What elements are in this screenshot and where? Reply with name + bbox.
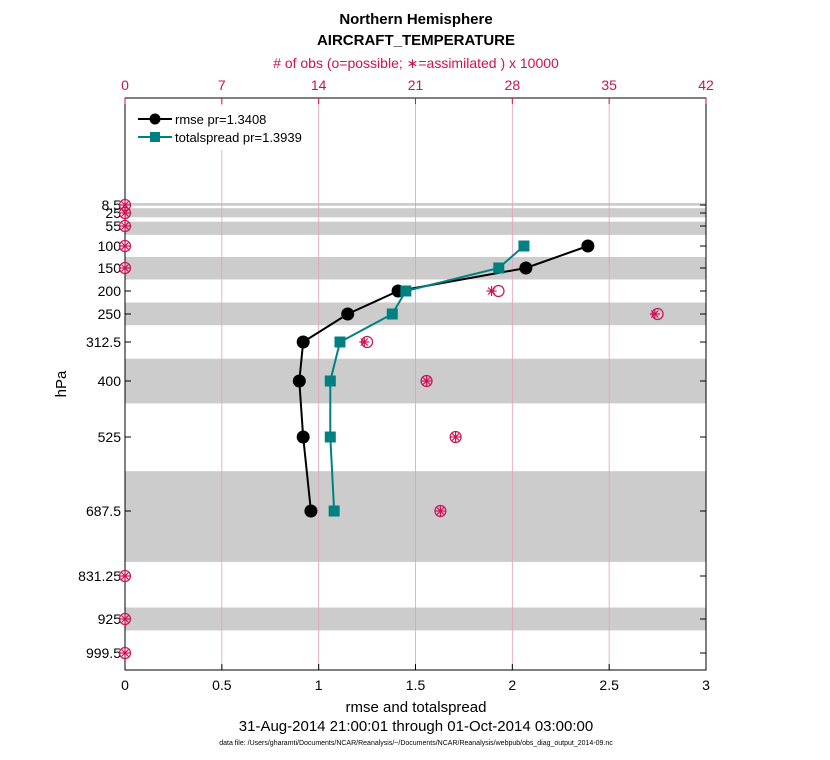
series-0-point-5 bbox=[292, 374, 306, 388]
series-lines bbox=[292, 239, 595, 518]
x-tick-label-4: 2 bbox=[508, 677, 516, 693]
y-tick-label-1: 25 bbox=[105, 205, 121, 221]
top-axis-label: # of obs (o=possible; ∗=assimilated ) x … bbox=[273, 55, 559, 71]
series-0-point-3 bbox=[341, 307, 355, 321]
obs-possible-12 bbox=[118, 612, 132, 626]
top-tick-label-3: 21 bbox=[408, 77, 424, 93]
x-tick-label-2: 1 bbox=[315, 677, 323, 693]
top-tick-label-6: 42 bbox=[698, 77, 714, 93]
y-tick-label-10: 687.5 bbox=[86, 503, 121, 519]
x-axis-label: rmse and totalspread bbox=[346, 699, 487, 716]
chart-title-line1: Northern Hemisphere bbox=[339, 11, 492, 28]
obs-assimilated-5 bbox=[486, 286, 497, 296]
obs-possible-8 bbox=[420, 374, 433, 388]
y-tick-label-13: 999.5 bbox=[86, 645, 121, 661]
series-0-point-4 bbox=[296, 335, 310, 349]
series-1-point-7 bbox=[328, 505, 340, 517]
series-line-1 bbox=[329, 245, 525, 512]
y-tick-label-0: 8.5 bbox=[102, 197, 122, 213]
obs-assimilated-10 bbox=[435, 506, 446, 516]
top-tick-label-1: 7 bbox=[218, 77, 226, 93]
x-tick-label-0: 0 bbox=[121, 677, 129, 693]
top-tick-label-2: 14 bbox=[311, 77, 327, 93]
x-tick-label-1: 0.5 bbox=[212, 677, 232, 693]
obs-assimilated-11 bbox=[120, 571, 130, 581]
y-tick-label-6: 250 bbox=[98, 306, 122, 322]
legend-spread-label: totalspread pr=1.3939 bbox=[175, 130, 302, 145]
y-tick-label-4: 150 bbox=[98, 260, 122, 276]
series-0-point-6 bbox=[296, 430, 310, 444]
obs-possible-4 bbox=[118, 261, 132, 275]
y-tick-label-8: 400 bbox=[98, 373, 122, 389]
legend-rmse-label: rmse pr=1.3408 bbox=[175, 112, 266, 127]
obs-possible-11 bbox=[118, 569, 132, 583]
x-axis-ticks: 0 0.5 1 1.5 2 2.5 3 bbox=[121, 664, 710, 693]
obs-assimilated-3 bbox=[120, 241, 130, 251]
legend-rmse-marker bbox=[149, 113, 161, 125]
data-file-footnote: data file: /Users/gharamti/Documents/NCA… bbox=[219, 740, 613, 747]
chart-title-line2: AIRCRAFT_TEMPERATURE bbox=[317, 32, 515, 49]
x-tick-label-5: 2.5 bbox=[599, 677, 619, 693]
series-1-point-0 bbox=[518, 240, 530, 252]
y-tick-label-9: 525 bbox=[98, 429, 122, 445]
series-0-point-7 bbox=[304, 504, 318, 518]
series-1-point-1 bbox=[493, 262, 505, 274]
y-tick-label-12: 925 bbox=[98, 611, 122, 627]
y-tick-label-7: 312.5 bbox=[86, 334, 121, 350]
obs-possible-9 bbox=[449, 430, 462, 444]
y-tick-label-2: 55 bbox=[105, 218, 121, 234]
legend-spread-marker bbox=[150, 132, 160, 142]
date-range-label: 31-Aug-2014 21:00:01 through 01-Oct-2014… bbox=[239, 718, 593, 735]
x-tick-label-6: 3 bbox=[702, 677, 710, 693]
obs-assimilated-2 bbox=[120, 221, 130, 231]
y-axis-label: hPa bbox=[53, 370, 70, 397]
x-tick-label-3: 1.5 bbox=[406, 677, 426, 693]
obs-assimilated-13 bbox=[120, 648, 130, 658]
series-1-point-4 bbox=[334, 336, 346, 348]
top-tick-label-0: 0 bbox=[121, 77, 129, 93]
legend-box bbox=[133, 106, 313, 150]
legend: rmse pr=1.3408 totalspread pr=1.3939 bbox=[133, 106, 313, 150]
y-tick-label-11: 831.25 bbox=[78, 568, 121, 584]
obs-possible-13 bbox=[118, 646, 132, 660]
obs-assimilated-1 bbox=[120, 208, 130, 218]
obs-assimilated-7 bbox=[359, 337, 370, 347]
obs-assimilated-6 bbox=[649, 309, 660, 319]
series-0-point-0 bbox=[581, 239, 595, 253]
obs-possible-1 bbox=[118, 206, 132, 220]
top-tick-label-5: 35 bbox=[601, 77, 617, 93]
series-1-point-5 bbox=[324, 375, 336, 387]
obs-possible-2 bbox=[118, 219, 132, 233]
series-1-point-3 bbox=[386, 308, 398, 320]
series-line-0 bbox=[298, 245, 589, 512]
obs-assimilated-12 bbox=[120, 614, 130, 624]
top-tick-label-4: 28 bbox=[505, 77, 521, 93]
y-tick-label-5: 200 bbox=[98, 283, 122, 299]
obs-assimilated-4 bbox=[120, 263, 130, 273]
series-0-point-1 bbox=[519, 261, 533, 275]
obs-possible-10 bbox=[434, 504, 447, 518]
obs-assimilated-8 bbox=[421, 376, 432, 386]
obs-possible-3 bbox=[118, 239, 132, 253]
obs-assimilated-9 bbox=[450, 432, 461, 442]
vertical-gridlines bbox=[221, 98, 610, 670]
top-axis-ticks: 0 7 14 21 28 35 42 bbox=[121, 77, 714, 104]
obs-count-markers bbox=[118, 198, 664, 660]
y-tick-label-3: 100 bbox=[98, 238, 122, 254]
series-1-point-6 bbox=[324, 431, 336, 443]
series-1-point-2 bbox=[400, 285, 412, 297]
